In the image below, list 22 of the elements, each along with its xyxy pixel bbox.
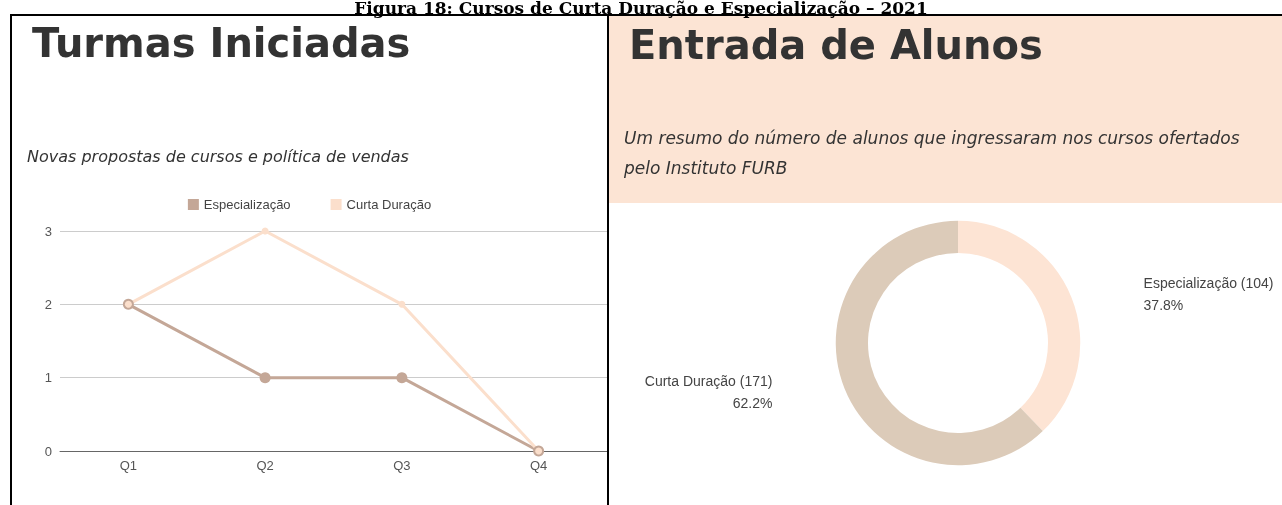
- point: [398, 300, 406, 308]
- chart-subtitle: Um resumo do número de alunos que ingressaram nos cursos ofertados pelo Instituto FURB: [623, 128, 1245, 178]
- chart-title: Entrada de Alunos: [629, 22, 1043, 68]
- data-label: 37.8%: [1143, 297, 1184, 314]
- slice-label: Especialização (104): [1143, 275, 1274, 292]
- chart-subtitle: Novas propostas de cursos e política de vendas: [27, 146, 409, 166]
- point: [396, 372, 408, 384]
- y-tick-label: 3: [44, 223, 52, 239]
- y-tick-label: 1: [44, 370, 52, 386]
- y-tick-label: 2: [44, 296, 52, 312]
- text: Figura 18: Cursos de Curta Duração e Especialização – 2021: [353, 0, 929, 18]
- data-label: 62.2%: [732, 394, 773, 411]
- x-tick-label: Q3: [393, 458, 411, 473]
- chart-title: Turmas Iniciadas: [32, 20, 411, 66]
- legend-label: Curta Duração: [346, 197, 432, 212]
- x-tick-label: Q1: [119, 458, 138, 473]
- x-tick-label: Q4: [529, 458, 548, 473]
- slice-label: Curta Duração (171): [644, 372, 773, 389]
- point: [259, 372, 271, 384]
- x-tick-label: Q2: [256, 458, 274, 473]
- y-tick-label: 0: [44, 443, 52, 459]
- legend-label: Especialização: [203, 197, 291, 212]
